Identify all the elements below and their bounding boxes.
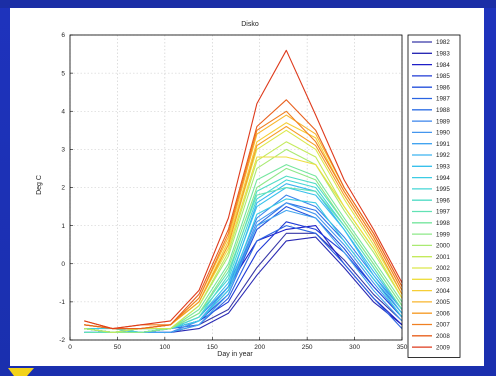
legend-entry: 1998 [436,220,450,227]
x-tick-label: 250 [302,344,313,351]
x-tick-label: 350 [397,344,408,351]
x-tick-label: 0 [68,344,72,351]
series-line-1982 [84,232,403,333]
legend-entry: 2000 [436,243,450,250]
legend-entry: 2009 [436,344,450,351]
legend-entry: 2007 [436,322,450,329]
chart-title: Disko [241,21,259,28]
legend-entry: 2006 [436,310,450,317]
y-tick-label: 1 [61,223,65,230]
line-chart: 0 50 100 150 200 250 300 350 -2 -1 0 1 2 3 4 5 6 Disko D… [36,21,461,358]
legend-entry: 1992 [436,152,450,159]
y-tick-label: 2 [61,185,65,192]
x-tick-label: 150 [207,344,218,351]
legend-entry: 1995 [436,186,450,193]
series-line-2008 [84,99,403,330]
legend-entry: 1991 [436,141,450,148]
legend-entry: 1999 [436,231,450,238]
legend-entry: 1993 [436,164,450,171]
legend-entry: 1982 [436,39,450,46]
x-axis-label: Day in year [217,351,253,358]
y-tick-label: 5 [61,70,65,77]
x-tick-label: 200 [254,344,265,351]
y-tick-label: 3 [61,147,65,154]
legend-entry: 1985 [436,73,450,80]
slide-top-band [0,0,496,8]
figure-panel: 0 50 100 150 200 250 300 350 -2 -1 0 1 2 3 4 5 6 Disko D… [10,8,484,366]
legend-entry: 1990 [436,130,450,137]
legend-entry: 1987 [436,96,450,103]
legend: 1982 1983 1984 1985 1986 1987 1988 1989 1990 1991… [407,34,461,358]
y-tick-label: 6 [61,32,65,39]
y-axis-label: Deg C [36,175,43,195]
y-tick-label: -1 [59,299,65,306]
x-tick-label: 50 [114,344,122,351]
legend-entry: 1986 [436,84,450,91]
legend-entry: 1984 [436,62,450,69]
legend-box [407,34,461,358]
y-tick-label: -2 [59,337,65,344]
legend-entry: 1997 [436,209,450,216]
legend-entry: 1994 [436,175,450,182]
y-tick-label: 4 [61,108,65,115]
legend-entry: 2001 [436,254,450,261]
series-line-2009 [84,49,403,330]
y-tick-label: 0 [61,261,65,268]
legend-entry: 1983 [436,51,450,58]
legend-entry: 2003 [436,277,450,284]
x-tick-label: 100 [159,344,170,351]
series-line-1999 [84,167,403,333]
axis-ticks: 0 50 100 150 200 250 300 350 -2 -1 0 1 2 3 4 5 6 [59,32,408,351]
legend-entry: 2008 [436,333,450,340]
series-line-1994 [84,198,403,333]
series-lines [84,49,403,333]
x-tick-label: 300 [349,344,360,351]
corner-accent-icon [8,368,34,376]
legend-entry: 2005 [436,299,450,306]
legend-entry: 1989 [436,118,450,125]
legend-entry: 1996 [436,197,450,204]
legend-entry: 2002 [436,265,450,272]
legend-entry: 2004 [436,288,450,295]
legend-entry: 1988 [436,107,450,114]
